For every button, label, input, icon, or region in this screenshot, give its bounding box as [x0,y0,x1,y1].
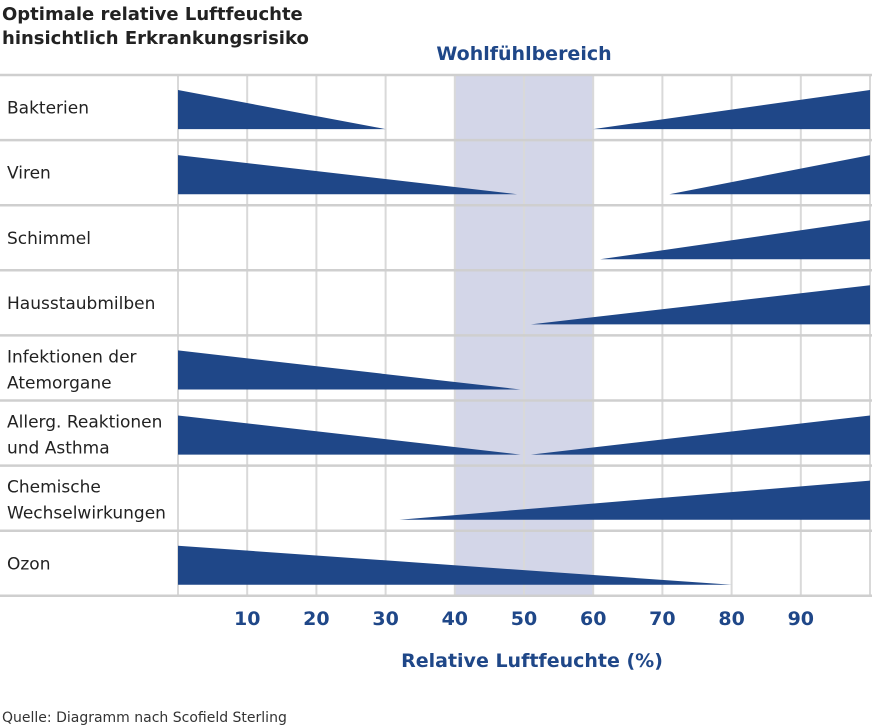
band-label: Wohlfühlbereich [436,43,611,65]
row-label: Atemorgane [7,373,112,393]
risk-wedge [600,220,870,260]
risk-wedge [593,90,870,130]
risk-wedge [178,350,521,390]
row-label: Schimmel [7,229,91,249]
x-tick-label: 30 [372,608,398,630]
row-label: Infektionen der [7,347,137,367]
risk-wedge [530,415,870,455]
row-label: Wechselwirkungen [7,504,166,524]
x-tick-label: 80 [718,608,744,630]
row-label: Bakterien [7,99,89,119]
risk-wedge [669,155,870,195]
risk-wedge [530,285,870,325]
x-tick-label: 70 [649,608,675,630]
risk-wedge [178,415,521,455]
x-tick-label: 20 [303,608,329,630]
x-tick-label: 60 [580,608,606,630]
risk-wedge [178,90,386,130]
row-label: Hausstaubmilben [7,294,155,314]
x-tick-label: 40 [442,608,468,630]
risk-wedge [178,155,518,195]
x-tick-label: 50 [511,608,537,630]
row-label: Ozon [7,554,50,574]
source-note: Quelle: Diagramm nach Scofield Sterling [2,710,287,726]
x-tick-label: 90 [788,608,814,630]
row-label: und Asthma [7,439,110,459]
chart-title: hinsichtlich Erkrankungsrisiko [2,28,309,49]
row-label: Chemische [7,478,101,498]
row-label: Viren [7,164,51,184]
x-axis-label: Relative Luftfeuchte (%) [401,650,663,672]
risk-wedge [399,480,870,520]
chart-title: Optimale relative Luftfeuchte [2,4,303,25]
x-tick-label: 10 [234,608,260,630]
row-label: Allerg. Reaktionen [7,413,162,433]
risk-wedge [178,545,732,585]
